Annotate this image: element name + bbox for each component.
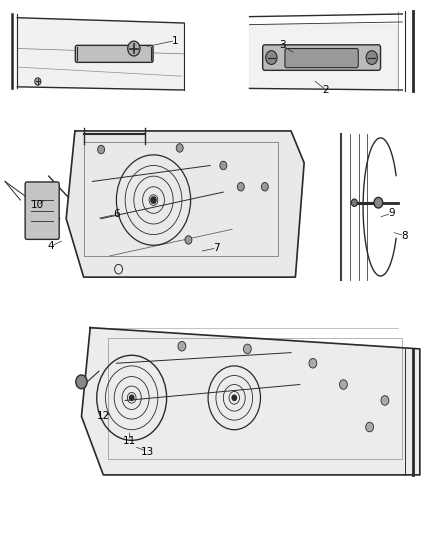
Circle shape (351, 199, 357, 206)
FancyBboxPatch shape (75, 45, 153, 62)
Text: 8: 8 (401, 231, 408, 241)
Polygon shape (17, 18, 184, 90)
Circle shape (366, 51, 378, 64)
Circle shape (98, 146, 105, 154)
Circle shape (178, 342, 186, 351)
Text: 12: 12 (97, 411, 110, 422)
Circle shape (35, 78, 41, 85)
Text: 11: 11 (123, 436, 136, 446)
Circle shape (151, 197, 156, 203)
Circle shape (374, 197, 383, 208)
Circle shape (339, 379, 347, 389)
Circle shape (130, 395, 134, 400)
Circle shape (76, 375, 87, 389)
Circle shape (237, 182, 244, 191)
Text: 6: 6 (113, 209, 120, 220)
FancyBboxPatch shape (285, 49, 358, 68)
Circle shape (366, 422, 374, 432)
FancyBboxPatch shape (25, 182, 59, 239)
Circle shape (244, 344, 251, 354)
Circle shape (176, 144, 183, 152)
Text: 4: 4 (48, 241, 54, 251)
Text: 9: 9 (388, 208, 395, 219)
Circle shape (381, 395, 389, 405)
Text: 13: 13 (140, 447, 154, 456)
Circle shape (185, 236, 192, 244)
Text: 3: 3 (279, 41, 286, 50)
Text: 1: 1 (172, 36, 179, 45)
Circle shape (309, 359, 317, 368)
FancyBboxPatch shape (263, 45, 381, 70)
Circle shape (220, 161, 227, 169)
Text: 7: 7 (213, 243, 220, 253)
Circle shape (261, 182, 268, 191)
Polygon shape (66, 131, 304, 277)
Polygon shape (81, 328, 420, 475)
Circle shape (232, 395, 237, 400)
Polygon shape (250, 25, 398, 90)
Text: 2: 2 (323, 85, 329, 95)
Circle shape (266, 51, 277, 64)
Text: 10: 10 (31, 200, 44, 211)
Circle shape (128, 41, 140, 56)
